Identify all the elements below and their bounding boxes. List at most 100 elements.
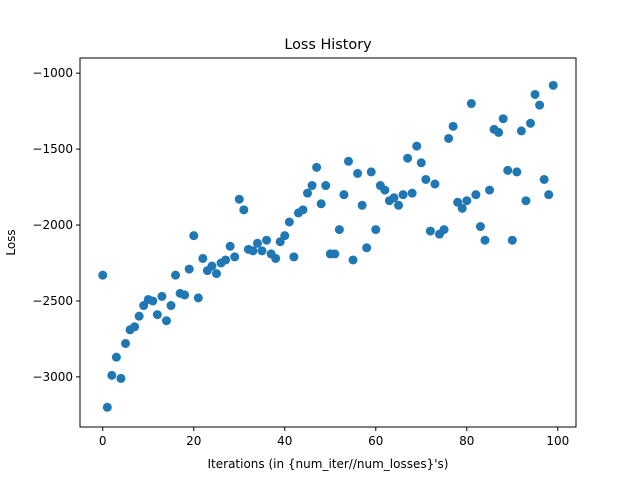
data-point xyxy=(339,190,349,200)
plot-frame xyxy=(79,57,577,428)
data-point xyxy=(485,185,495,195)
data-point xyxy=(257,246,267,256)
data-point xyxy=(189,231,199,241)
data-point xyxy=(498,114,508,124)
data-point xyxy=(475,222,485,232)
data-point xyxy=(111,352,121,362)
data-point xyxy=(98,270,108,280)
data-point xyxy=(157,291,167,301)
data-point xyxy=(416,158,426,168)
data-point xyxy=(102,402,112,412)
data-point xyxy=(280,231,290,241)
data-point xyxy=(152,310,162,320)
data-point xyxy=(198,253,208,263)
data-point xyxy=(512,167,522,177)
data-point xyxy=(230,252,240,262)
data-point xyxy=(303,188,313,198)
data-point xyxy=(430,179,440,189)
data-points xyxy=(98,80,558,412)
x-tick-label: 20 xyxy=(186,434,201,448)
data-point xyxy=(526,118,535,128)
data-point xyxy=(316,199,326,209)
data-point xyxy=(262,235,272,245)
data-point xyxy=(448,121,458,131)
y-axis-label: Loss xyxy=(4,229,18,255)
data-point xyxy=(239,205,249,215)
data-point xyxy=(530,89,540,99)
data-point xyxy=(184,264,194,274)
x-tick-label: 40 xyxy=(277,434,292,448)
data-point xyxy=(398,190,408,200)
data-point xyxy=(353,168,363,178)
data-point xyxy=(516,126,526,136)
data-point xyxy=(166,301,176,311)
y-tick-label: −3000 xyxy=(32,370,73,384)
data-point xyxy=(148,296,158,306)
data-point xyxy=(107,370,117,380)
data-point xyxy=(389,193,399,203)
data-point xyxy=(193,293,203,303)
data-point xyxy=(362,243,372,253)
data-point xyxy=(312,162,322,172)
data-point xyxy=(366,167,376,177)
data-point xyxy=(116,373,126,383)
data-point xyxy=(284,217,294,227)
data-point xyxy=(403,153,413,163)
data-point xyxy=(348,255,358,265)
data-point xyxy=(212,269,222,279)
data-point xyxy=(480,235,490,245)
data-point xyxy=(161,316,171,326)
data-point xyxy=(535,100,545,110)
x-axis-ticks: 0 20 40 60 80 100 xyxy=(99,427,569,448)
data-point xyxy=(221,255,231,265)
y-tick-label: −1500 xyxy=(32,142,73,156)
data-point xyxy=(444,133,454,143)
x-tick-label: 60 xyxy=(368,434,383,448)
data-point xyxy=(121,338,130,348)
data-point xyxy=(234,194,244,204)
data-point xyxy=(503,165,513,175)
chart-title: Loss History xyxy=(284,37,372,53)
data-point xyxy=(225,241,235,251)
data-point xyxy=(394,200,404,210)
y-tick-label: −1000 xyxy=(32,66,73,80)
data-point xyxy=(425,226,435,236)
data-point xyxy=(298,205,308,215)
data-point xyxy=(457,203,467,213)
data-point xyxy=(334,225,344,235)
data-point xyxy=(207,261,217,271)
y-tick-label: −2500 xyxy=(32,294,73,308)
x-axis-label: Iterations (in {num_iter//num_losses}'s) xyxy=(208,457,449,471)
data-point xyxy=(507,235,517,245)
data-point xyxy=(357,200,367,210)
data-point xyxy=(412,141,422,151)
data-point xyxy=(439,225,449,235)
x-tick-label: 80 xyxy=(459,434,474,448)
data-point xyxy=(171,270,181,280)
data-point xyxy=(252,238,262,248)
data-point xyxy=(330,249,340,259)
data-point xyxy=(271,253,281,263)
data-point xyxy=(407,188,417,198)
y-axis-ticks: −3000 −2500 −2000 −1500 −1000 xyxy=(32,66,80,384)
data-point xyxy=(130,322,140,332)
data-point xyxy=(380,185,390,195)
data-point xyxy=(462,196,472,206)
x-tick-label: 100 xyxy=(546,434,569,448)
data-point xyxy=(544,190,554,200)
data-point xyxy=(471,190,481,200)
data-point xyxy=(248,246,258,256)
data-point xyxy=(343,156,353,166)
data-point xyxy=(466,99,476,109)
data-point xyxy=(289,252,299,262)
data-point xyxy=(134,311,144,321)
data-point xyxy=(539,174,549,184)
data-point xyxy=(371,225,381,235)
x-tick-label: 0 xyxy=(99,434,107,448)
data-point xyxy=(180,290,190,300)
y-tick-label: −2000 xyxy=(32,218,73,232)
data-point xyxy=(321,181,331,191)
data-point xyxy=(494,127,504,137)
